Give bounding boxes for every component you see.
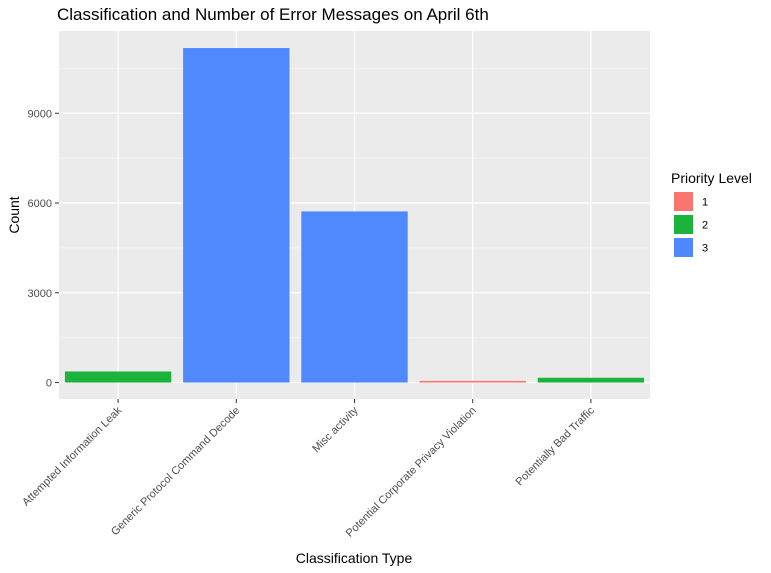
- y-tick-label: 3000: [28, 288, 52, 300]
- legend-swatch-3: [674, 238, 693, 257]
- y-axis-title: Count: [6, 196, 22, 233]
- x-tick-label: Misc activity: [310, 404, 361, 455]
- x-tick-label: Attempted Information Leak: [20, 404, 124, 508]
- bar-3: [301, 211, 408, 383]
- y-axis-ticks: 0 3000 6000 9000: [28, 108, 59, 390]
- legend: Priority Level 1 2 3: [671, 170, 752, 257]
- x-tick-label: Generic Protocol Command Decode: [109, 405, 242, 538]
- legend-label-1: 1: [702, 197, 708, 209]
- x-tick-label: Potentially Bad Traffic: [513, 404, 597, 488]
- bar-1: [64, 371, 172, 383]
- x-axis-title: Classification Type: [296, 550, 413, 566]
- legend-label-3: 3: [702, 243, 708, 255]
- legend-title: Priority Level: [671, 170, 752, 186]
- legend-swatch-2: [674, 215, 693, 234]
- bar-2: [183, 48, 290, 383]
- legend-label-2: 2: [702, 220, 708, 232]
- bar-5: [537, 377, 645, 383]
- chart-title: Classification and Number of Error Messa…: [57, 5, 489, 24]
- bar-4: [419, 380, 526, 383]
- legend-swatch-1: [674, 192, 693, 211]
- y-tick-label: 6000: [28, 198, 52, 210]
- y-tick-label: 0: [46, 378, 52, 390]
- x-tick-label: Potential Corporate Privacy Violation: [344, 405, 479, 540]
- y-tick-label: 9000: [28, 108, 52, 120]
- bars: [64, 48, 645, 383]
